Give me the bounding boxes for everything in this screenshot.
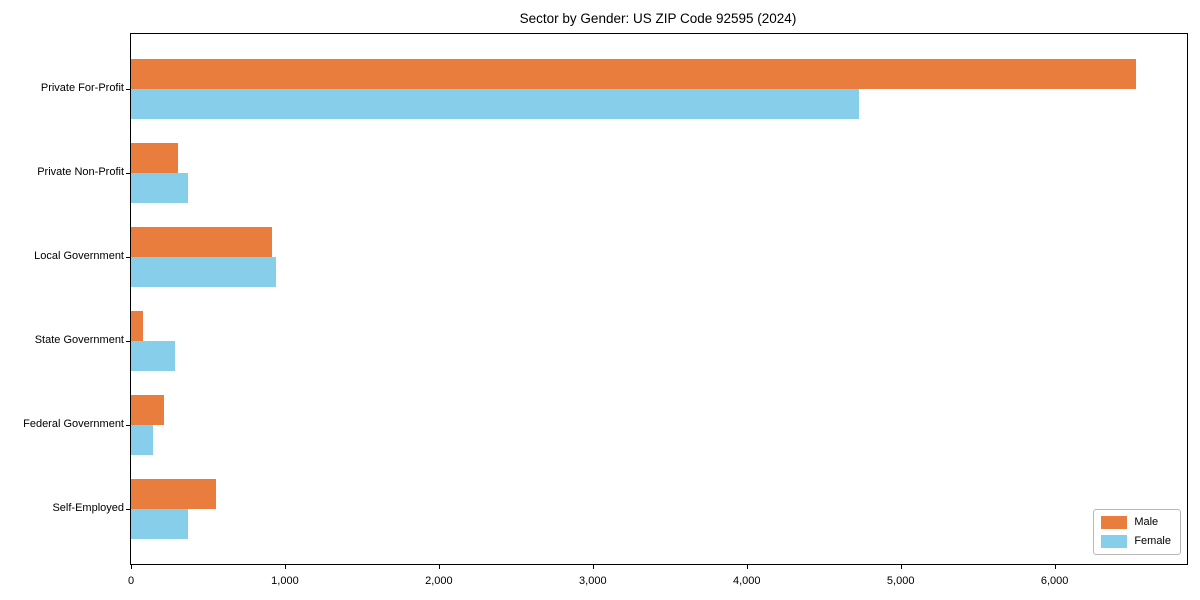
y-tick-mark (126, 425, 131, 427)
x-tick-label-4-000: 4,000 (732, 575, 761, 587)
bar-female-self-employed (131, 509, 188, 539)
bar-female-federal-government (131, 425, 153, 455)
x-tick-mark (284, 564, 287, 569)
y-tick-mark (126, 341, 131, 343)
bar-male-private-for-profit (131, 59, 1137, 89)
x-tick-label-6-000: 6,000 (1040, 575, 1069, 587)
y-tick-label-state-government: State Government (34, 334, 124, 346)
legend-item-male: Male (1101, 516, 1171, 529)
legend-swatch-male-icon (1101, 516, 1128, 529)
legend-label-male: Male (1134, 516, 1159, 528)
x-tick-label-1-000: 1,000 (271, 575, 299, 587)
y-tick-label-local-government: Local Government (34, 250, 124, 262)
y-tick-mark (126, 173, 131, 175)
bar-male-local-government (131, 227, 272, 257)
y-tick-label-self-employed: Self-Employed (52, 502, 124, 514)
y-tick-label-private-non-profit: Private Non-Profit (37, 166, 124, 178)
x-tick-mark (592, 564, 594, 569)
plot-area: Male Female 0 1,000 2,000 3,000 4,000 5,000 6,… (126, 33, 1188, 587)
y-tick-mark (126, 509, 131, 511)
x-tick-label-3-000: 3,000 (579, 575, 607, 587)
legend-item-female: Female (1101, 535, 1171, 548)
bar-female-private-non-profit (131, 173, 188, 203)
y-tick-label-federal-government: Federal Government (23, 418, 124, 430)
bar-female-private-for-profit (131, 89, 860, 119)
legend-label-female: Female (1134, 535, 1171, 547)
x-tick-mark (438, 564, 441, 569)
bar-male-state-government (131, 311, 143, 341)
x-tick-mark (1054, 564, 1056, 569)
y-tick-label-private-for-profit: Private For-Profit (40, 82, 124, 94)
x-tick-mark (131, 564, 133, 569)
legend-swatch-female-icon (1101, 535, 1128, 548)
y-tick-mark (126, 257, 131, 259)
bar-male-self-employed (131, 479, 216, 509)
bar-female-state-government (131, 341, 175, 371)
x-tick-label-5-000: 5,000 (886, 575, 915, 587)
chart-title: Sector by Gender: US ZIP Code 92595 (202… (519, 11, 797, 26)
legend: Male Female (1093, 509, 1181, 555)
x-tick-label-0: 0 (127, 575, 135, 587)
x-tick-mark (900, 564, 902, 569)
x-tick-mark (746, 564, 748, 569)
x-tick-label-2-000: 2,000 (425, 575, 453, 587)
bar-female-local-government (131, 257, 276, 287)
bar-male-federal-government (131, 395, 165, 425)
y-axis-labels: Private For-Profit Private Non-Profit Loca… (0, 33, 126, 563)
y-tick-mark (126, 89, 131, 91)
bar-male-private-non-profit (131, 143, 178, 173)
